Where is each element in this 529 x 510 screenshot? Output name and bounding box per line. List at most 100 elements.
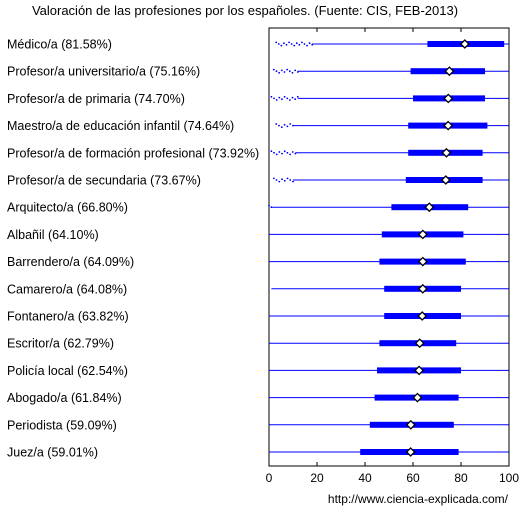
chart-row: Fontanero/a (63.82%) [7,310,509,324]
outlier-point [281,98,283,101]
x-axis: 0 20 40 60 80 100 [266,28,519,485]
chart-row: Profesor/a de secundaria (73.67%) [7,174,509,188]
outlier-point [275,70,278,73]
chart-row: Médico/a (81.58%) [7,38,509,52]
outlier-point [291,96,294,99]
source-url: http://www.ciencia-explicada.com/ [328,492,509,506]
category-label: Periodista (59.09%) [7,418,117,432]
outlier-point [294,69,297,72]
outlier-point [292,180,294,183]
outlier-point [290,43,293,45]
outlier-point [278,71,281,74]
outlier-points [270,95,299,101]
mean-marker [443,120,454,131]
outlier-point [311,43,314,46]
x-tick-label: 40 [358,471,372,485]
mean-marker [414,365,425,376]
outlier-point [308,42,311,45]
outlier-point [283,95,286,98]
category-label: Abogado/a (61.84%) [7,391,122,405]
outlier-point [280,126,283,129]
mean-marker [443,93,454,104]
mean-marker [424,202,435,213]
outlier-point [306,44,308,47]
outlier-point [278,151,281,153]
mean-marker [417,283,428,294]
outlier-points [272,177,294,183]
outlier-point [278,180,281,183]
outlier-point [270,95,273,98]
chart-row: Profesor/a universitario/a (75.16%) [7,65,509,79]
outlier-point [272,177,275,180]
outlier-point [295,42,298,45]
outlier-point [292,124,294,127]
outlier-point [280,69,283,72]
outlier-point [270,150,273,153]
outlier-point [268,204,270,207]
outlier-point [285,43,288,46]
outlier-point [286,177,289,180]
x-tick-label: 80 [454,471,468,485]
mean-marker [414,338,425,349]
outlier-point [291,71,294,74]
chart-row: Albañil (64.10%) [7,228,509,242]
outlier-point [291,151,294,153]
category-label: Barrendero/a (64.09%) [7,255,134,269]
mean-marker [440,175,451,185]
mean-marker [405,447,416,457]
mean-marker [444,66,455,77]
outlier-point [283,150,286,153]
x-tick-label: 0 [266,471,273,485]
outlier-point [283,71,286,73]
category-label: Albañil (64.10%) [7,228,99,242]
mean-marker [417,229,428,240]
outlier-points [272,68,299,74]
outlier-point [275,153,278,156]
outlier-point [296,95,299,98]
outlier-point [272,68,275,71]
outlier-points [268,204,273,209]
chart-row: Profesor/a de primaria (74.70%) [7,92,509,106]
outlier-point [288,41,290,44]
outlier-point [280,44,283,47]
category-label: Fontanero/a (63.82%) [7,310,129,324]
mean-marker [412,392,423,403]
outlier-point [296,71,299,73]
chart-row: Profesor/a de formación profesional (73.… [7,146,509,160]
outlier-point [278,96,281,99]
outlier-point [270,206,273,209]
outlier-point [289,153,291,156]
outlier-point [283,42,285,45]
outlier-point [273,151,275,154]
outlier-point [293,44,296,47]
x-tick-label: 60 [406,471,420,485]
chart-row: Escritor/a (62.79%) [7,337,509,351]
outlier-point [281,178,283,181]
category-label: Profesor/a universitario/a (75.16%) [7,65,200,79]
outlier-point [286,151,289,154]
chart-row: Arquitecto/a (66.80%) [7,201,509,215]
chart-row: Juez/a (59.01%) [7,446,509,460]
mean-marker [417,311,428,321]
mean-marker [441,147,452,158]
mean-marker [405,419,416,430]
plot-area-frame [268,27,510,467]
category-label: Policía local (62.54%) [7,364,128,378]
outlier-point [286,125,289,128]
outlier-point [283,123,286,126]
outlier-point [286,97,289,100]
outlier-point [288,99,291,101]
outlier-point [303,43,306,45]
outlier-point [275,99,278,101]
outlier-point [294,152,297,155]
category-label: Médico/a (81.58%) [7,38,112,52]
category-label: Camarero/a (64.08%) [7,282,127,296]
chart-row: Periodista (59.09%) [7,418,509,432]
outlier-point [288,70,291,73]
outlier-point [275,123,278,125]
outlier-point [289,179,292,181]
outlier-point [289,123,292,125]
category-label: Profesor/a de secundaria (73.67%) [7,174,201,188]
outlier-point [275,179,278,181]
